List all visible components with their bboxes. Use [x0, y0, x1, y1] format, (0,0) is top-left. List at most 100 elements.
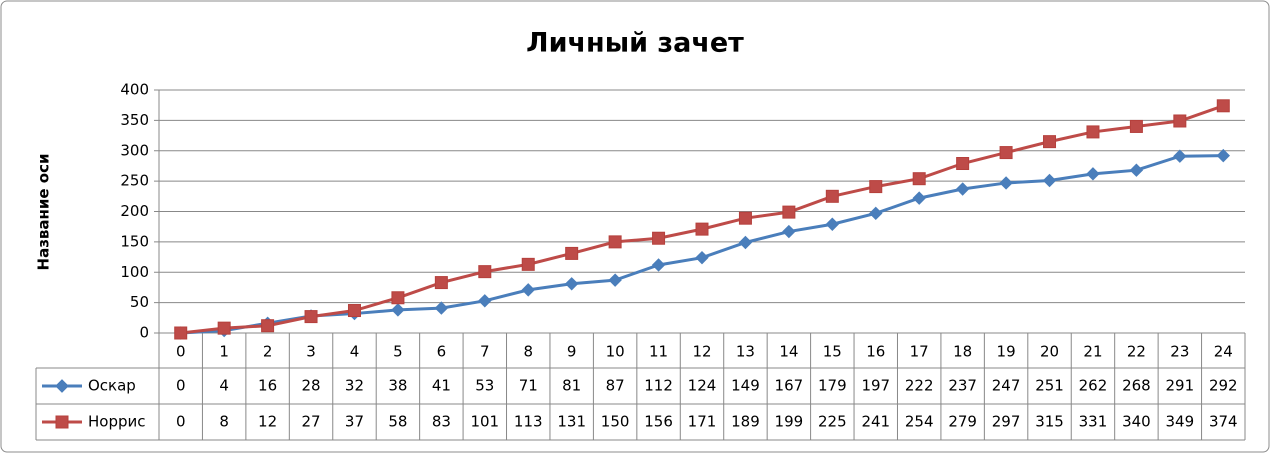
point-marker: [347, 304, 361, 318]
point-marker: [695, 250, 709, 265]
table-value: 222: [905, 377, 934, 395]
x-tick-label: 3: [306, 343, 316, 361]
point-marker: [1086, 167, 1100, 181]
legend-label: Оскар: [88, 377, 136, 395]
table-value: 0: [176, 413, 186, 431]
table-value: 131: [557, 413, 586, 431]
x-tick-label: 21: [1083, 343, 1102, 361]
table-value: 171: [688, 413, 717, 431]
point-marker: [174, 326, 188, 340]
x-tick-label: 20: [1040, 343, 1059, 361]
x-tick-label: 11: [649, 343, 668, 361]
point-marker: [304, 310, 318, 324]
point-marker: [825, 217, 840, 231]
table-value: 237: [948, 377, 977, 395]
x-tick-label: 22: [1127, 343, 1146, 361]
table-value: 331: [1079, 413, 1108, 431]
x-tick-label: 1: [219, 343, 229, 361]
table-value: 189: [731, 413, 760, 431]
y-tick-label: 300: [120, 141, 149, 159]
y-axis-title: Название оси: [35, 154, 53, 271]
table-value: 8: [219, 413, 229, 431]
x-tick-label: 5: [393, 343, 403, 361]
y-tick-label: 250: [120, 172, 149, 190]
x-tick-label: 18: [953, 343, 972, 361]
point-marker: [782, 205, 796, 219]
legend-marker: [55, 415, 69, 429]
table-value: 124: [688, 377, 717, 395]
x-tick-label: 6: [437, 343, 447, 361]
point-marker: [869, 206, 883, 221]
y-tick-label: 50: [130, 293, 149, 311]
table-value: 37: [345, 413, 364, 431]
x-tick-label: 15: [823, 343, 842, 361]
table-value: 12: [258, 413, 277, 431]
table-value: 225: [818, 413, 847, 431]
x-tick-label: 8: [523, 343, 533, 361]
point-marker: [434, 301, 449, 315]
point-marker: [912, 172, 926, 186]
point-marker: [521, 257, 535, 271]
table-value: 16: [258, 377, 277, 395]
point-marker: [434, 276, 448, 290]
x-tick-label: 2: [263, 343, 273, 361]
x-tick-label: 23: [1170, 343, 1189, 361]
legend-marker: [55, 379, 69, 393]
x-tick-label: 9: [567, 343, 577, 361]
table-value: 251: [1035, 377, 1064, 395]
table-value: 292: [1209, 377, 1238, 395]
point-marker: [956, 157, 970, 171]
table-value: 156: [644, 413, 673, 431]
x-tick-label: 16: [866, 343, 885, 361]
point-marker: [955, 182, 970, 196]
point-marker: [261, 319, 275, 333]
point-marker: [1042, 173, 1057, 188]
x-tick-label: 7: [480, 343, 490, 361]
table-value: 53: [475, 377, 494, 395]
point-marker: [999, 176, 1013, 190]
x-tick-label: 12: [692, 343, 711, 361]
table-value: 113: [514, 413, 543, 431]
table-value: 71: [519, 377, 538, 395]
point-marker: [1173, 114, 1187, 128]
x-tick-label: 17: [910, 343, 929, 361]
table-value: 254: [905, 413, 934, 431]
point-marker: [478, 294, 492, 308]
x-tick-label: 24: [1214, 343, 1233, 361]
table-value: 247: [992, 377, 1021, 395]
point-marker: [1129, 119, 1143, 133]
point-marker: [478, 265, 492, 279]
point-marker: [695, 222, 709, 236]
point-marker: [1216, 148, 1230, 163]
y-tick-label: 350: [120, 111, 149, 129]
x-tick-label: 4: [350, 343, 360, 361]
table-value: 262: [1079, 377, 1108, 395]
point-marker: [1216, 99, 1230, 113]
table-value: 83: [432, 413, 451, 431]
point-marker: [608, 273, 622, 287]
point-marker: [564, 277, 579, 291]
point-marker: [738, 211, 752, 225]
table-value: 340: [1122, 413, 1151, 431]
y-tick-label: 150: [120, 232, 149, 250]
chart-title: Личный зачет: [526, 28, 744, 59]
table-value: 32: [345, 377, 364, 395]
point-marker: [999, 146, 1013, 160]
point-marker: [825, 189, 839, 203]
table-value: 0: [176, 377, 186, 395]
table-value: 179: [818, 377, 847, 395]
point-marker: [651, 258, 666, 272]
table-value: 149: [731, 377, 760, 395]
point-marker: [391, 303, 405, 317]
point-marker: [565, 246, 579, 260]
table-value: 38: [388, 377, 407, 395]
table-value: 101: [470, 413, 499, 431]
table-value: 112: [644, 377, 673, 395]
point-marker: [1173, 149, 1187, 163]
point-marker: [608, 235, 622, 249]
point-marker: [912, 191, 926, 205]
table-value: 167: [775, 377, 804, 395]
point-marker: [1129, 163, 1144, 177]
